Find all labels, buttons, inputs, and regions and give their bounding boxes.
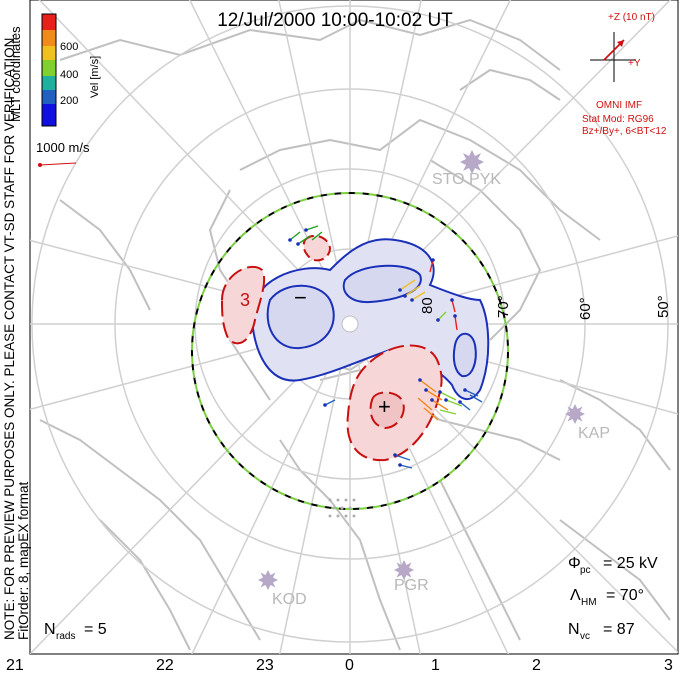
colorbar-swatch-5	[42, 90, 56, 104]
velocity-vectors	[289, 225, 483, 469]
station-label-kap: KAP	[578, 425, 610, 442]
fit-order-label: FitOrder: 8, mapEX format	[16, 481, 31, 640]
colorbar-swatch-3	[42, 60, 56, 76]
stat-phi-pc: Φ pc = 25 kV	[568, 555, 658, 576]
stat-n-rads: N rads = 5	[44, 621, 107, 642]
stat-lambda-hm-value: = 70°	[606, 587, 644, 604]
stat-lambda-hm-sub: HM	[581, 597, 597, 608]
contour-label: 3	[240, 290, 250, 310]
station-markers	[258, 150, 585, 590]
velocity-colorbar	[41, 13, 57, 127]
mlt-tick-3: 3	[664, 657, 673, 674]
negative-cell	[250, 238, 490, 400]
lat-label-50: 50°	[655, 295, 672, 318]
vector-origins	[288, 228, 467, 467]
imf-bz-label: +Z (10 nT)	[608, 12, 655, 23]
station-marker-sto-pyk	[460, 150, 484, 174]
imf-condition: Bz+/By+, 6<BT<12	[582, 126, 667, 137]
stat-phi-pc-value: = 25 kV	[603, 555, 658, 572]
mlt-tick-23: 23	[256, 657, 274, 674]
colorbar-swatch-4	[42, 76, 56, 90]
stat-n-vc-symbol: N	[568, 621, 580, 638]
grid-dots	[328, 498, 356, 518]
mlt-tick-1: 1	[431, 657, 440, 674]
colorbar-tick-400: 400	[60, 69, 78, 81]
colorbar-tick-200: 200	[60, 95, 78, 107]
colorbar-swatch-0	[42, 14, 56, 30]
imf-source: OMNI IMF	[596, 100, 642, 111]
colorbar-swatch-6	[42, 104, 56, 126]
station-marker-kod	[258, 570, 278, 590]
stat-n-vc: N vc = 87	[568, 621, 635, 642]
station-marker-kap	[565, 404, 585, 424]
station-label-sto-pyk: STO PYK	[432, 171, 501, 188]
mlt-tick-21: 21	[6, 657, 24, 674]
colorbar-swatch-1	[42, 30, 56, 46]
imf-model: Stat Mod: RG96	[582, 114, 654, 125]
colorbar-frame	[41, 13, 57, 127]
colorbar-swatch-2	[42, 46, 56, 60]
stat-lambda-hm: Λ HM = 70°	[570, 587, 644, 608]
stat-phi-pc-symbol: Φ	[568, 555, 581, 572]
scale-vector-label: 1000 m/s	[36, 140, 90, 155]
mlt-tick-2: 2	[532, 657, 541, 674]
lat-label-60: 60°	[577, 297, 594, 320]
positive-cell	[220, 234, 443, 462]
stat-n-vc-sub: vc	[580, 631, 590, 642]
stat-n-rads-sub: rads	[56, 631, 75, 642]
station-label-kod: KOD	[272, 591, 307, 608]
latitude-circles	[31, 5, 669, 643]
imf-by-label: +Y	[628, 58, 641, 69]
stat-phi-pc-sub: pc	[580, 565, 591, 576]
stat-n-rads-value: = 5	[84, 621, 107, 638]
stat-lambda-hm-symbol: Λ	[570, 587, 581, 604]
scale-vector-arrow	[39, 162, 77, 166]
potential-max-marker: +	[378, 394, 391, 419]
imf-vector-head	[617, 40, 624, 47]
colorbar-label: Vel [m/s]	[89, 56, 101, 98]
imf-clock	[590, 32, 636, 82]
mlt-tick-0: 0	[345, 657, 354, 674]
plot-frame	[29, 0, 679, 655]
map-title: 12/Jul/2000 10:00-10:02 UT	[217, 10, 453, 31]
scale-vector-origin	[38, 163, 42, 167]
stat-n-vc-value: = 87	[603, 621, 635, 638]
coordinate-system-label: MLT coordinates	[8, 26, 23, 122]
station-label-pgr: PGR	[394, 577, 429, 594]
station-marker-pgr	[394, 560, 414, 580]
mlt-tick-22: 22	[156, 657, 174, 674]
mlt-axis: 21 22 23 0 1 2 3	[6, 657, 673, 674]
pole-marker	[341, 315, 359, 333]
potential-min-marker: −	[294, 285, 307, 310]
lat-label-80: 80	[419, 297, 436, 314]
colorbar-tick-600: 600	[60, 41, 78, 53]
stat-n-rads-symbol: N	[44, 621, 56, 638]
preview-watermark: NOTE: FOR PREVIEW PURPOSES ONLY. PLEASE …	[2, 34, 17, 640]
lat-label-70: 70°	[495, 295, 512, 318]
